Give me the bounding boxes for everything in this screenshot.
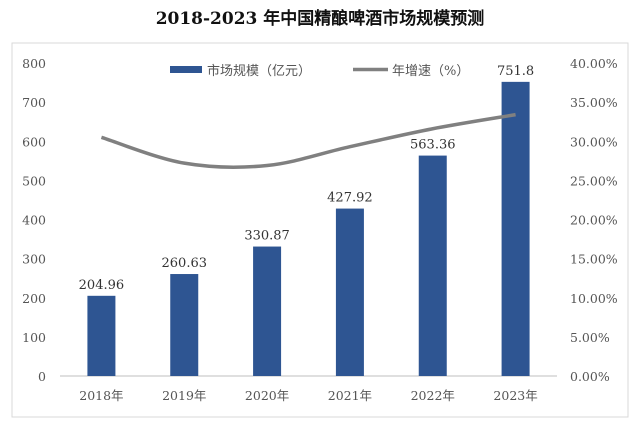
growth-rate-line: [100, 112, 516, 169]
y2-tick-label: 0.00%: [570, 369, 610, 384]
y-tick-label: 400: [22, 213, 46, 228]
y-tick-label: 100: [22, 330, 46, 345]
bar-data-label: 751.8: [497, 64, 534, 79]
chart-border: [11, 42, 629, 418]
bar: [253, 246, 282, 376]
bar-data-label: 563.36: [410, 138, 456, 153]
legend-bar-label: 市场规模（亿元）: [207, 63, 311, 79]
y2-tick-label: 5.00%: [570, 330, 610, 345]
y2-tick-label: 40.00%: [570, 56, 618, 71]
y2-tick-label: 10.00%: [570, 291, 618, 306]
y-tick-label: 500: [22, 173, 46, 188]
y2-tick-label: 20.00%: [570, 213, 618, 228]
legend-line-label: 年增速（%）: [392, 64, 469, 79]
x-tick-label: 2018年: [79, 388, 123, 403]
bar: [335, 208, 364, 376]
bar: [87, 295, 116, 376]
y-tick-label: 800: [22, 56, 46, 71]
legend-bar-swatch: [170, 66, 202, 73]
bar: [501, 81, 530, 377]
y-tick-label: 700: [22, 95, 46, 110]
x-tick-label: 2020年: [245, 388, 289, 403]
y-tick-label: 0: [38, 369, 46, 384]
bar-data-label: 260.63: [162, 256, 208, 271]
chart-title: 2018-2023 年中国精酿啤酒市场规模预测: [156, 8, 485, 29]
y2-tick-label: 30.00%: [570, 134, 618, 149]
x-tick-label: 2019年: [162, 388, 206, 403]
bar: [418, 155, 447, 376]
y2-tick-label: 15.00%: [570, 252, 618, 267]
y-tick-label: 600: [22, 134, 46, 149]
x-tick-label: 2021年: [328, 388, 372, 403]
bar-data-label: 330.87: [244, 229, 290, 244]
y2-tick-label: 25.00%: [570, 173, 618, 188]
bar: [170, 274, 199, 376]
y-tick-label: 200: [22, 291, 46, 306]
y2-tick-label: 35.00%: [570, 95, 618, 110]
legend: 市场规模（亿元） 年增速（%）: [170, 63, 469, 79]
x-tick-label: 2023年: [493, 388, 537, 403]
bar-data-label: 204.96: [79, 278, 125, 293]
y-tick-label: 300: [22, 252, 46, 267]
bar-data-label: 427.92: [327, 191, 373, 206]
x-tick-label: 2022年: [411, 388, 455, 403]
